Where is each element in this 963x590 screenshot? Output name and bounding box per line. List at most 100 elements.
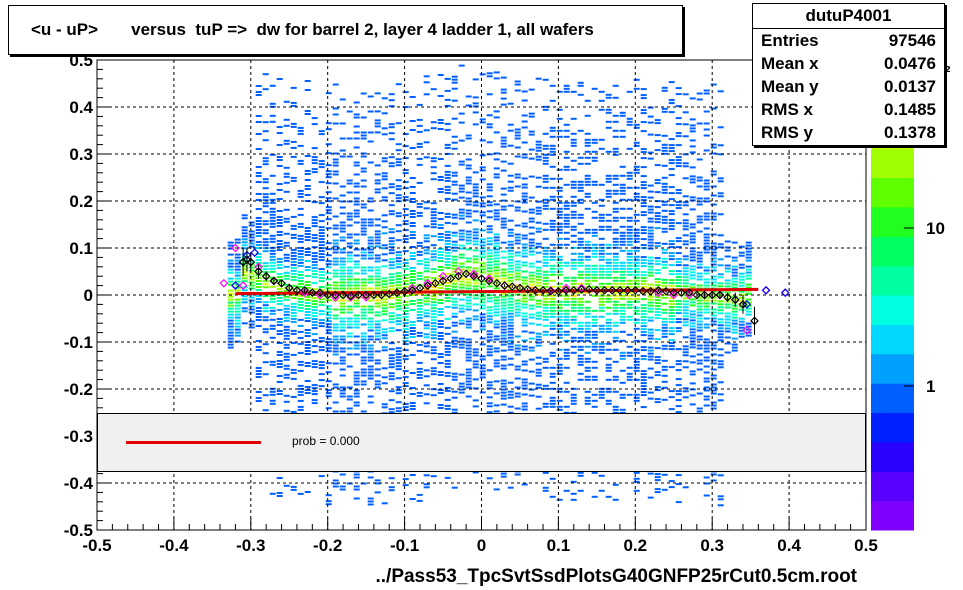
density-cell bbox=[563, 330, 570, 333]
density-cell bbox=[353, 164, 360, 167]
density-cell bbox=[598, 225, 605, 228]
density-cell bbox=[577, 354, 584, 357]
density-cell bbox=[717, 177, 724, 180]
density-cell bbox=[745, 286, 752, 289]
density-cell bbox=[311, 309, 318, 312]
density-cell bbox=[290, 377, 297, 380]
density-cell bbox=[430, 178, 437, 181]
density-cell bbox=[668, 174, 675, 177]
density-cell bbox=[304, 287, 311, 289]
density-cell bbox=[416, 250, 423, 253]
density-cell bbox=[458, 319, 465, 322]
density-cell bbox=[640, 229, 647, 232]
density-cell bbox=[395, 299, 402, 302]
density-cell bbox=[297, 159, 304, 162]
density-cell bbox=[283, 277, 290, 280]
density-cell bbox=[717, 309, 724, 312]
density-cell bbox=[710, 473, 717, 476]
density-cell bbox=[402, 259, 409, 262]
density-cell bbox=[458, 229, 465, 232]
density-cell bbox=[654, 218, 661, 221]
density-cell bbox=[255, 217, 262, 219]
density-cell bbox=[549, 300, 556, 303]
profile-black-marker bbox=[369, 290, 379, 300]
density-cell bbox=[640, 157, 647, 160]
density-cell bbox=[633, 270, 640, 273]
density-cell bbox=[353, 260, 360, 263]
density-cell bbox=[682, 297, 689, 300]
density-cell bbox=[388, 267, 395, 270]
density-cell bbox=[549, 315, 556, 318]
density-cell bbox=[689, 124, 696, 127]
density-cell bbox=[584, 327, 591, 330]
density-cell bbox=[332, 329, 339, 332]
density-cell bbox=[563, 357, 570, 360]
density-cell bbox=[367, 401, 374, 404]
stats-label: Mean y bbox=[761, 77, 819, 96]
density-cell bbox=[745, 292, 752, 295]
density-cell bbox=[661, 311, 668, 314]
density-cell bbox=[514, 176, 521, 179]
density-cell bbox=[556, 330, 563, 333]
density-cell bbox=[255, 373, 262, 375]
density-cell bbox=[367, 356, 374, 359]
density-cell bbox=[717, 243, 724, 246]
density-cell bbox=[577, 276, 584, 279]
density-cell bbox=[626, 375, 633, 378]
density-cell bbox=[409, 255, 416, 257]
density-cell bbox=[402, 337, 409, 340]
density-cell bbox=[486, 126, 493, 129]
density-cell bbox=[437, 389, 444, 391]
density-cell bbox=[535, 200, 542, 203]
density-cell bbox=[304, 347, 311, 349]
density-cell bbox=[409, 222, 416, 224]
density-cell bbox=[255, 241, 262, 243]
density-cell bbox=[423, 303, 430, 306]
profile-magenta-marker bbox=[742, 325, 752, 335]
density-cell bbox=[458, 190, 465, 193]
density-cell bbox=[290, 140, 297, 143]
density-cell bbox=[668, 252, 675, 255]
density-cell bbox=[577, 129, 584, 132]
density-cell bbox=[682, 348, 689, 351]
density-cell bbox=[521, 321, 528, 324]
density-cell bbox=[507, 279, 514, 282]
density-cell bbox=[577, 273, 584, 276]
density-cell bbox=[507, 393, 514, 396]
density-cell bbox=[528, 271, 535, 274]
density-cell bbox=[500, 310, 507, 313]
density-cell bbox=[451, 222, 458, 225]
density-cell bbox=[395, 266, 402, 269]
density-cell bbox=[682, 177, 689, 180]
density-cell bbox=[283, 313, 290, 316]
density-cell bbox=[367, 344, 374, 347]
density-cell bbox=[395, 401, 402, 404]
density-cell bbox=[367, 248, 374, 251]
density-cell bbox=[423, 276, 430, 279]
density-cell bbox=[598, 330, 605, 333]
density-cell bbox=[395, 350, 402, 353]
density-cell bbox=[577, 471, 584, 474]
density-cell bbox=[374, 293, 381, 296]
density-cell bbox=[647, 295, 654, 298]
density-cell bbox=[402, 319, 409, 322]
density-cell bbox=[437, 407, 444, 409]
density-cell bbox=[479, 202, 486, 205]
density-cell bbox=[458, 217, 465, 220]
density-cell bbox=[283, 253, 290, 256]
density-cell bbox=[710, 215, 717, 218]
density-cell bbox=[311, 321, 318, 324]
density-cell bbox=[633, 213, 640, 216]
density-cell bbox=[395, 143, 402, 146]
density-cell bbox=[521, 126, 528, 129]
density-cell bbox=[570, 225, 577, 228]
density-cell bbox=[444, 305, 451, 308]
density-cell bbox=[332, 341, 339, 344]
density-cell bbox=[542, 162, 549, 165]
density-cell bbox=[647, 319, 654, 322]
density-cell bbox=[381, 283, 388, 286]
density-cell bbox=[276, 309, 283, 311]
density-cell bbox=[297, 258, 304, 261]
density-cell bbox=[682, 255, 689, 258]
density-cell bbox=[255, 247, 262, 249]
